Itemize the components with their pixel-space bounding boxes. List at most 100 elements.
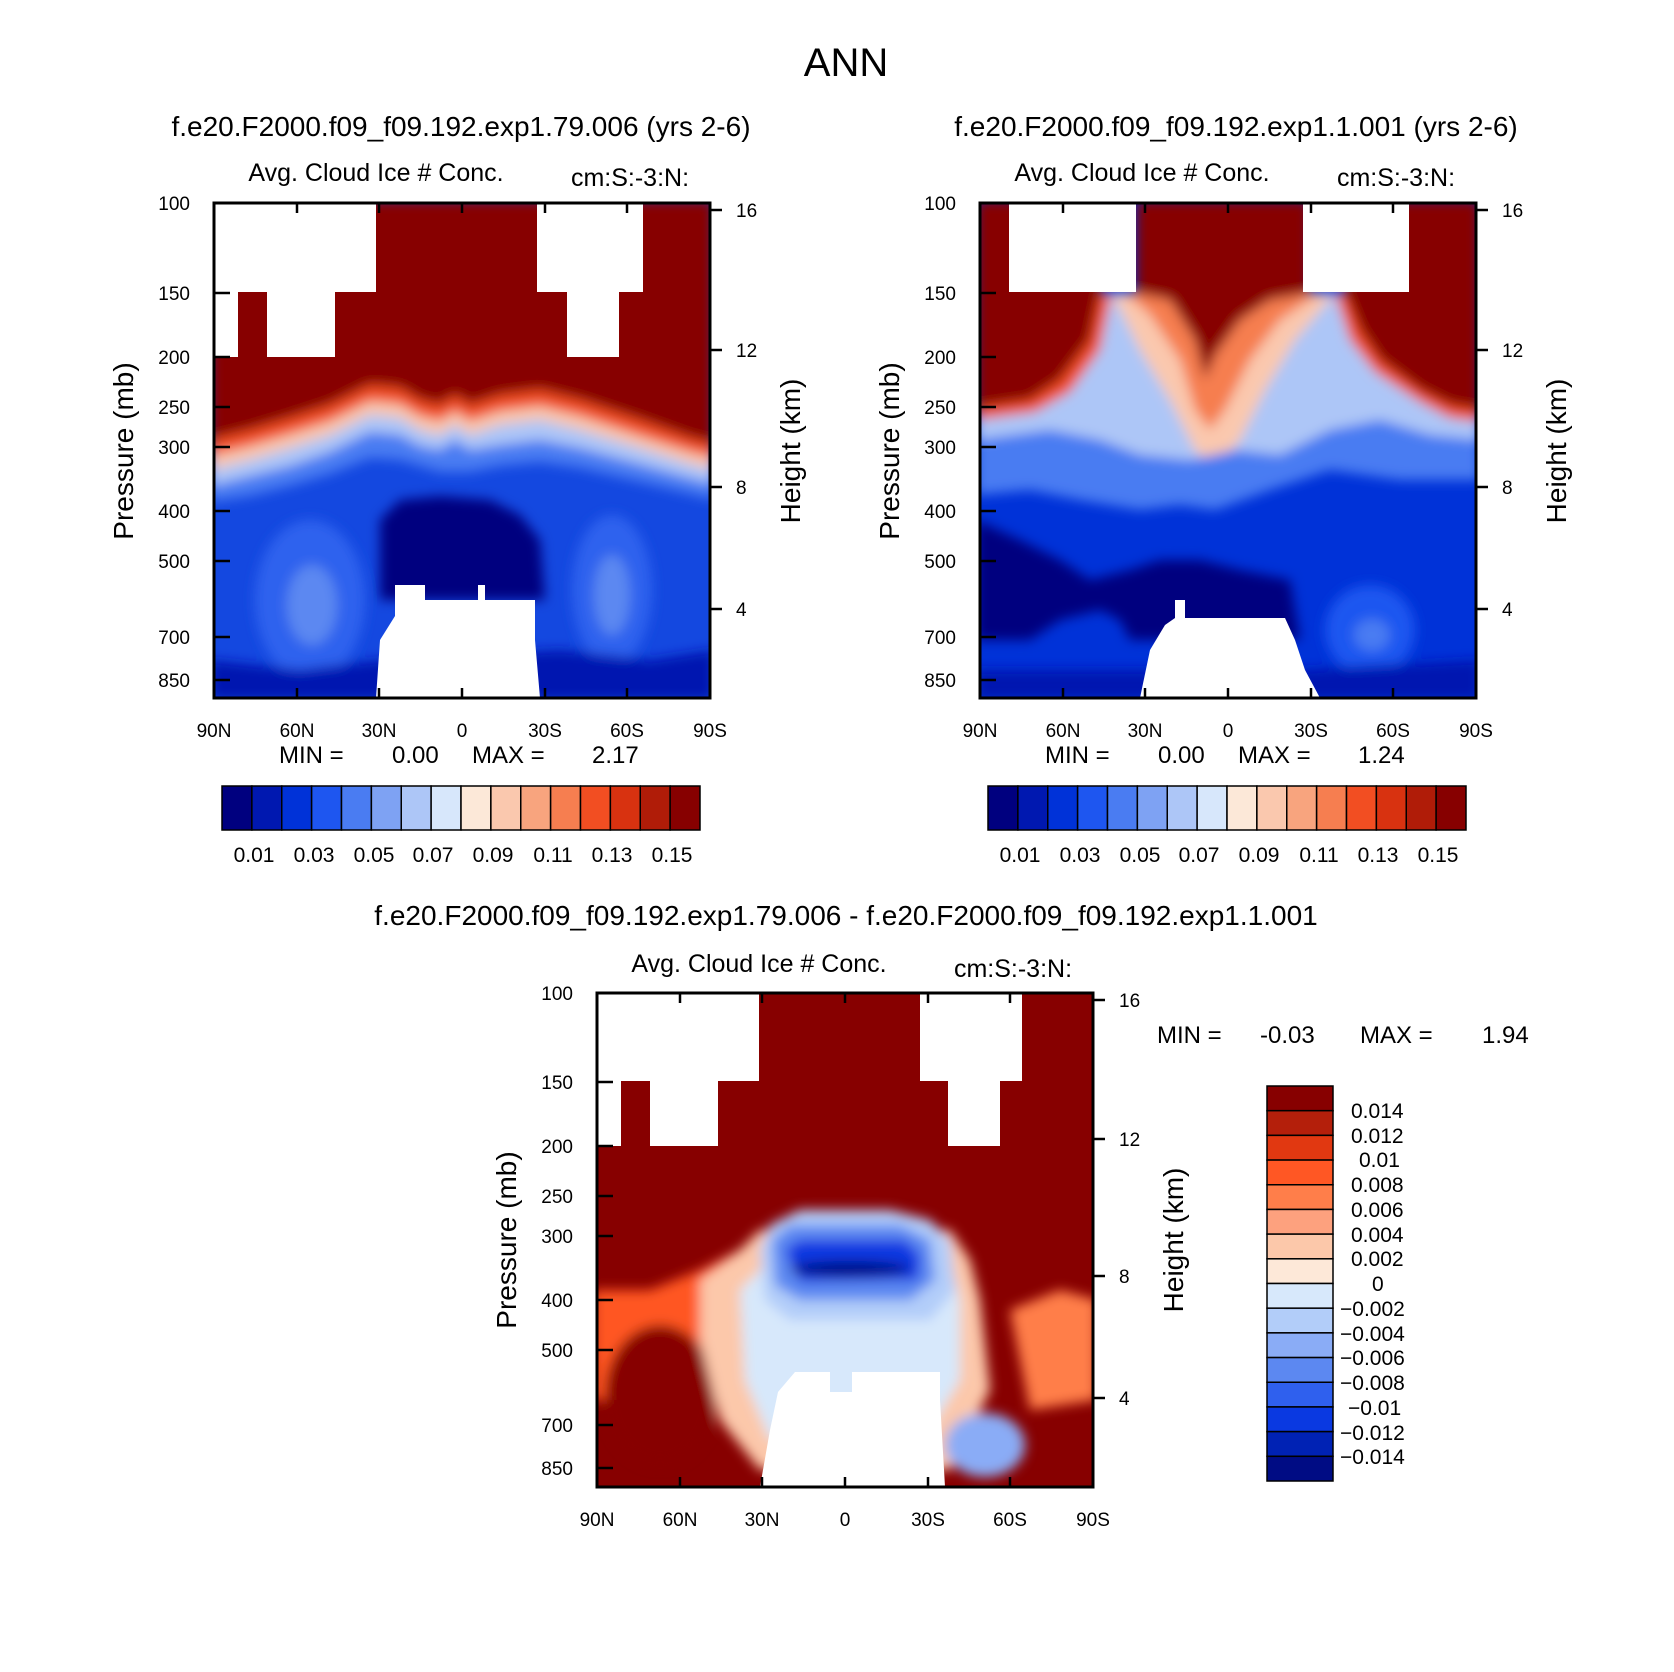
- colorbar-label: −0.01: [1348, 1397, 1401, 1420]
- colorbar-label: 0.014: [1351, 1100, 1404, 1123]
- min-label: MIN =: [1045, 742, 1110, 769]
- band-polar-blue-s: [945, 1413, 1025, 1477]
- y-tick-label: 150: [158, 284, 190, 305]
- colorbar-label: 0.006: [1351, 1199, 1404, 1222]
- x-tick-labels: 90N 60N 30N 0 30S 60S 90S: [580, 1510, 1110, 1531]
- colorbar-swatch: [221, 785, 253, 831]
- y-tick-label: 400: [158, 502, 190, 523]
- band-light-orange: [214, 401, 710, 469]
- colorbar-swatch: [340, 785, 373, 831]
- missing-mask: [1009, 203, 1409, 698]
- colorbar-labels: 0.01 0.03 0.05 0.07 0.09 0.11 0.13 0.15: [234, 844, 693, 867]
- y2-tick-label: 4: [736, 600, 747, 621]
- y-tick-labels: 100 150 200 250 300 400 500 700 850: [924, 194, 956, 692]
- colorbar-swatch: [579, 785, 612, 831]
- band-polar-blob-n-inner: [287, 565, 337, 645]
- colorbar-swatch: [490, 785, 522, 831]
- colorbar-label: 0.15: [1418, 844, 1459, 867]
- missing-mask: [597, 993, 1022, 1487]
- x-tick-label: 90N: [963, 721, 998, 742]
- colorbar-swatch: [987, 785, 1019, 831]
- band-top-peach: [1112, 293, 1335, 470]
- y-tick-label: 250: [924, 398, 956, 419]
- y-tick-label: 850: [924, 671, 956, 692]
- colorbar-swatch: [1266, 1307, 1334, 1334]
- colorbar-swatch: [1266, 1109, 1334, 1137]
- min-max-readout: MIN = 0.00 MAX = 2.17: [279, 742, 639, 769]
- colorbar-swatch: [1266, 1258, 1334, 1285]
- band-mid-blue: [214, 432, 710, 502]
- band-east-orange: [1010, 1290, 1093, 1410]
- colorbar-swatch: [1266, 1085, 1334, 1112]
- colorbar-swatch: [1136, 785, 1168, 831]
- units-label: cm:S:-3:N:: [1337, 164, 1455, 192]
- colorbar-swatch: [1266, 1430, 1334, 1458]
- x-tick-label: 90S: [693, 721, 727, 742]
- y-tick-label: 300: [158, 438, 190, 459]
- variable-title: Avg. Cloud Ice # Conc.: [631, 950, 886, 978]
- band-lower-red-blob: [605, 1325, 715, 1465]
- x-tick-label: 30S: [1294, 721, 1328, 742]
- y-tick-label: 850: [158, 671, 190, 692]
- band-upper-blue-dark: [790, 1261, 910, 1277]
- y-tick-label: 700: [541, 1416, 573, 1437]
- max-value: 1.94: [1482, 1022, 1529, 1049]
- x-tick-label: 60N: [663, 1510, 698, 1531]
- variable-title: Avg. Cloud Ice # Conc.: [1014, 159, 1269, 187]
- y2-tick-label: 16: [1502, 201, 1523, 222]
- colorbar-label: 0.03: [294, 844, 335, 867]
- y-tick-label: 200: [541, 1137, 573, 1158]
- y-tick-label: 300: [541, 1227, 573, 1248]
- x-tick-label: 30S: [528, 721, 562, 742]
- units-label: cm:S:-3:N:: [571, 164, 689, 192]
- colorbar-swatch: [1345, 785, 1378, 831]
- y2-tick-labels: 16 12 8 4: [736, 201, 757, 621]
- colorbar-label: 0.09: [1239, 844, 1280, 867]
- colorbar-swatch: [1266, 1356, 1334, 1383]
- y-tick-labels: 100 150 200 250 300 400 500 700 850: [158, 194, 190, 692]
- colorbar-swatch: [370, 785, 402, 831]
- colorbar-label: 0.002: [1351, 1248, 1404, 1271]
- colorbar-swatch: [1196, 785, 1228, 831]
- colorbar-swatch: [1266, 1455, 1334, 1482]
- x-tick-label: 0: [1223, 721, 1234, 742]
- band-tropical-deep: [380, 496, 545, 600]
- max-label: MAX =: [472, 742, 545, 769]
- colorbar-swatch: [1266, 1159, 1334, 1186]
- colorbar-label: 0.05: [354, 844, 395, 867]
- colorbar-swatch: [520, 785, 552, 831]
- x-tick-label: 90S: [1459, 721, 1493, 742]
- band-polar-blob-s-inner: [594, 555, 630, 635]
- colorbar-swatch: [1405, 785, 1437, 831]
- y2-tick-label: 16: [736, 201, 757, 222]
- band-polar-blob-s-inner: [1354, 619, 1390, 651]
- colorbar-swatch: [1266, 1208, 1334, 1235]
- colorbar-swatch: [460, 785, 492, 831]
- y-axis-label: Pressure (mb): [491, 1151, 522, 1328]
- colorbar-swatch: [310, 785, 343, 831]
- y-tick-marks: [597, 991, 1105, 1470]
- x-tick-marks: [595, 993, 1095, 1487]
- y2-tick-label: 8: [1502, 478, 1513, 499]
- band-mid-blue: [980, 420, 1476, 510]
- variable-title: Avg. Cloud Ice # Conc.: [248, 159, 503, 187]
- y-tick-label: 100: [158, 194, 190, 215]
- contour-field: [980, 203, 1476, 698]
- colorbar-label: −0.014: [1340, 1446, 1405, 1469]
- colorbar-labels: 0.01 0.03 0.05 0.07 0.09 0.11 0.13 0.15: [1000, 844, 1459, 867]
- max-label: MAX =: [1360, 1022, 1433, 1049]
- colorbar-swatch: [1266, 1184, 1334, 1211]
- x-tick-label: 0: [840, 1510, 851, 1531]
- y2-tick-label: 4: [1119, 1389, 1130, 1410]
- y-tick-label: 500: [924, 552, 956, 573]
- colorbar-swatch: [1315, 785, 1348, 831]
- colorbar-swatch: [430, 785, 462, 831]
- y-tick-label: 250: [541, 1187, 573, 1208]
- colorbar-swatch: [1106, 785, 1139, 831]
- case-title: f.e20.F2000.f09_f09.192.exp1.79.006 - f.…: [374, 900, 1317, 931]
- x-tick-label: 60N: [1046, 721, 1081, 742]
- y2-tick-label: 12: [1119, 1130, 1140, 1151]
- colorbar-label: 0.13: [592, 844, 633, 867]
- colorbar-label: −0.012: [1340, 1422, 1405, 1445]
- colorbar-swatch: [609, 785, 641, 831]
